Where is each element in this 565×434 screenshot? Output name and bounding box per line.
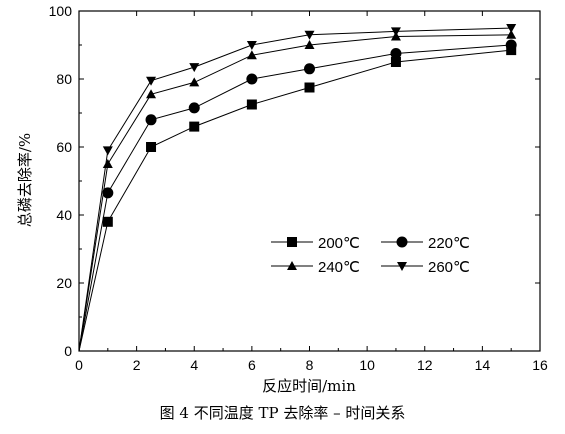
legend-label: 260℃ [428, 259, 470, 276]
data-point [506, 24, 517, 33]
x-tick-label: 14 [475, 357, 491, 373]
legend-marker [287, 237, 297, 247]
data-point [102, 159, 113, 168]
data-point [246, 99, 257, 110]
data-point [390, 48, 402, 59]
y-tick-label: 100 [49, 3, 73, 19]
series-layer [78, 24, 517, 352]
data-point [189, 63, 200, 73]
data-point [506, 29, 517, 39]
legend-item: 240℃ [271, 259, 360, 276]
x-tick-label: 16 [532, 357, 548, 373]
legend-label: 200℃ [318, 235, 360, 252]
data-point [246, 73, 258, 85]
y-tick-label: 20 [56, 275, 72, 291]
data-point [304, 30, 315, 40]
legend-marker [397, 262, 407, 271]
series-line [78, 44, 512, 352]
x-tick-label: 6 [248, 357, 256, 373]
data-point [146, 89, 157, 99]
data-point [189, 121, 200, 132]
x-tick-label: 10 [359, 357, 375, 373]
series-2 [78, 39, 517, 352]
data-point [505, 39, 517, 51]
legend-label: 240℃ [318, 259, 360, 276]
y-tick-label: 60 [56, 139, 72, 155]
x-tick-label: 0 [75, 357, 83, 373]
data-point [102, 216, 113, 227]
legend-marker [287, 261, 297, 270]
data-point [146, 76, 157, 86]
data-point [304, 40, 315, 49]
y-tick-label: 40 [56, 207, 72, 223]
legend-item: 220℃ [381, 235, 470, 252]
legend-label: 220℃ [428, 235, 470, 252]
x-tick-label: 8 [306, 357, 314, 373]
axes: 0 2 4 6 8 10 12 14 16 0 20 40 60 80 100 [49, 3, 548, 373]
plot-frame [78, 10, 541, 352]
data-point [189, 77, 200, 87]
x-axis-title: 反应时间/min [262, 377, 356, 395]
series-line [78, 34, 512, 352]
figure-caption: 图 4 不同温度 TP 去除率 – 时间关系 [159, 404, 406, 422]
legend: 200℃ 220℃ 240℃ 260℃ [271, 235, 470, 276]
y-tick-label: 80 [56, 71, 72, 87]
data-point [145, 114, 157, 126]
x-tick-label: 2 [133, 357, 141, 373]
y-axis-title: 总磷去除率/% [16, 133, 34, 227]
data-point [102, 146, 113, 156]
chart: 0 2 4 6 8 10 12 14 16 0 20 40 60 80 100 200℃ 220℃ 240℃ 26… [16, 3, 548, 395]
y-tick-label: 0 [64, 343, 72, 359]
data-point [246, 41, 257, 50]
series-line [78, 49, 512, 352]
data-point [102, 187, 114, 199]
series-line [78, 27, 512, 352]
legend-item: 260℃ [381, 259, 470, 276]
legend-item: 200℃ [271, 235, 360, 252]
data-point [304, 82, 315, 93]
data-point [246, 50, 257, 60]
data-point [390, 57, 401, 67]
data-point [188, 102, 200, 114]
data-point [146, 142, 157, 152]
x-tick-label: 4 [190, 357, 198, 373]
series-3 [78, 29, 517, 352]
series-4 [78, 24, 517, 352]
data-point [304, 63, 315, 75]
x-tick-label: 12 [417, 357, 433, 373]
data-point [390, 27, 401, 37]
legend-marker [396, 236, 408, 248]
